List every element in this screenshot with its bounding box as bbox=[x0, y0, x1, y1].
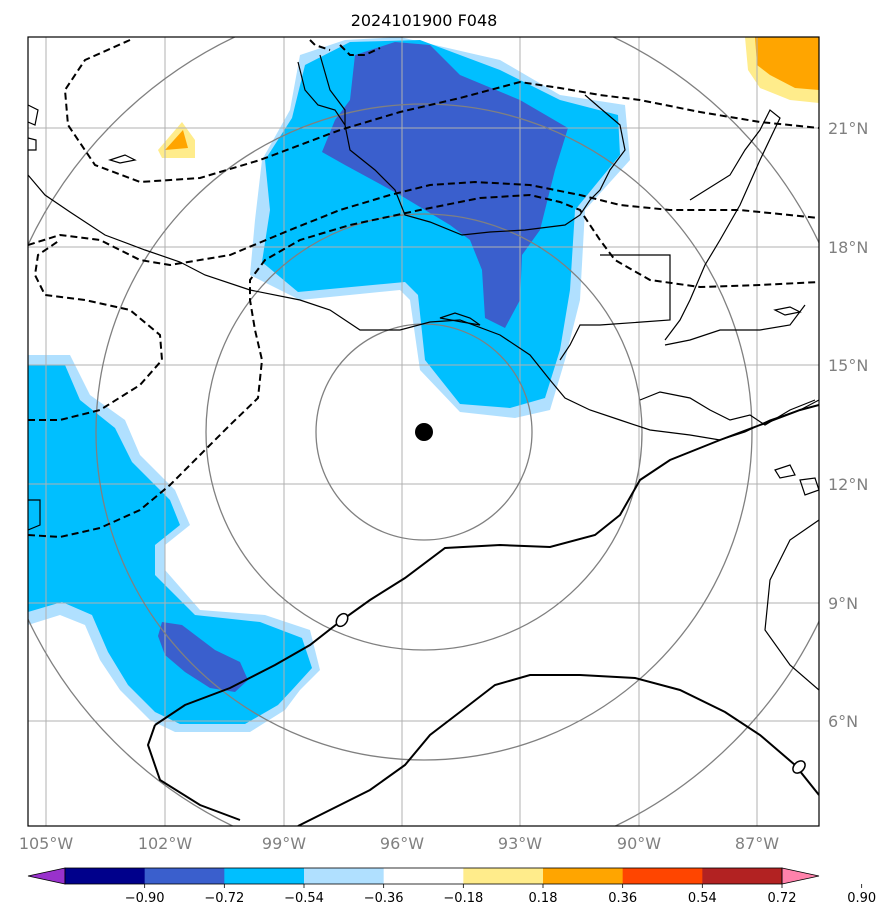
lon-label: 105°W bbox=[19, 834, 74, 853]
shaded-field bbox=[28, 37, 819, 732]
shading-dark-blue-west bbox=[158, 622, 248, 692]
dashed-contours bbox=[28, 39, 819, 539]
colorbar-segment bbox=[224, 868, 305, 884]
lon-label: 90°W bbox=[617, 834, 661, 853]
lat-label: 21°N bbox=[828, 119, 868, 138]
gridlines bbox=[28, 37, 819, 826]
shading-orange-small bbox=[165, 130, 188, 150]
colorbar-segment bbox=[702, 868, 783, 884]
lat-label: 18°N bbox=[828, 238, 868, 257]
colorbar-tick-label: −0.54 bbox=[284, 891, 324, 906]
zero-contours bbox=[146, 404, 819, 826]
colorbar-outline bbox=[64, 867, 783, 885]
contour-label-2 bbox=[792, 760, 806, 774]
contour-label-1 bbox=[335, 612, 349, 628]
map-frame bbox=[27, 36, 820, 827]
map-panel bbox=[27, 36, 820, 827]
colorbar-tick-label: 0.90 bbox=[847, 891, 876, 906]
colorbar-segment bbox=[304, 868, 385, 884]
shading-blue-west bbox=[28, 365, 312, 724]
lat-label: 6°N bbox=[828, 712, 858, 731]
colorbar-segment bbox=[65, 868, 146, 884]
shading-orange-ne bbox=[755, 37, 819, 90]
range-rings bbox=[28, 37, 819, 826]
colorbar-tick-label: −0.90 bbox=[125, 891, 165, 906]
lat-label: 15°N bbox=[828, 356, 868, 375]
lon-labels: 105°W 102°W 99°W 96°W 93°W 90°W 87°W bbox=[19, 834, 779, 853]
colorbar-tick-label: −0.18 bbox=[443, 891, 483, 906]
coastlines bbox=[28, 54, 819, 691]
lon-label: 96°W bbox=[380, 834, 424, 853]
lon-label: 93°W bbox=[498, 834, 542, 853]
lat-labels: 21°N 18°N 15°N 12°N 9°N 6°N bbox=[828, 119, 868, 731]
map-title: 2024101900 F048 bbox=[351, 11, 498, 30]
colorbar-segment bbox=[622, 868, 703, 884]
lon-label: 102°W bbox=[138, 834, 193, 853]
colorbar-tick-label: −0.72 bbox=[204, 891, 244, 906]
colorbar-segment bbox=[144, 868, 225, 884]
lon-label: 99°W bbox=[262, 834, 306, 853]
colorbar-segment bbox=[463, 868, 544, 884]
colorbar-segment bbox=[543, 868, 624, 884]
colorbar-tick-label: 0.36 bbox=[608, 891, 637, 906]
colorbar-tick-label: 0.54 bbox=[688, 891, 717, 906]
lat-label: 12°N bbox=[828, 475, 868, 494]
colorbar-tick-label: 0.72 bbox=[768, 891, 797, 906]
shading-dark-blue-north bbox=[322, 42, 568, 328]
colorbar-extend-high bbox=[781, 867, 820, 885]
colorbar-tick-label: −0.36 bbox=[364, 891, 404, 906]
colorbar-segment bbox=[383, 868, 464, 884]
colorbar: −0.90 −0.72 −0.54 −0.36 −0.18 0.18 0.36 0.54 0.7… bbox=[27, 867, 876, 906]
lat-label: 9°N bbox=[828, 594, 858, 613]
lon-label: 87°W bbox=[735, 834, 779, 853]
center-marker bbox=[415, 423, 433, 441]
colorbar-tick-label: 0.18 bbox=[529, 891, 558, 906]
colorbar-extend-low bbox=[27, 867, 66, 885]
